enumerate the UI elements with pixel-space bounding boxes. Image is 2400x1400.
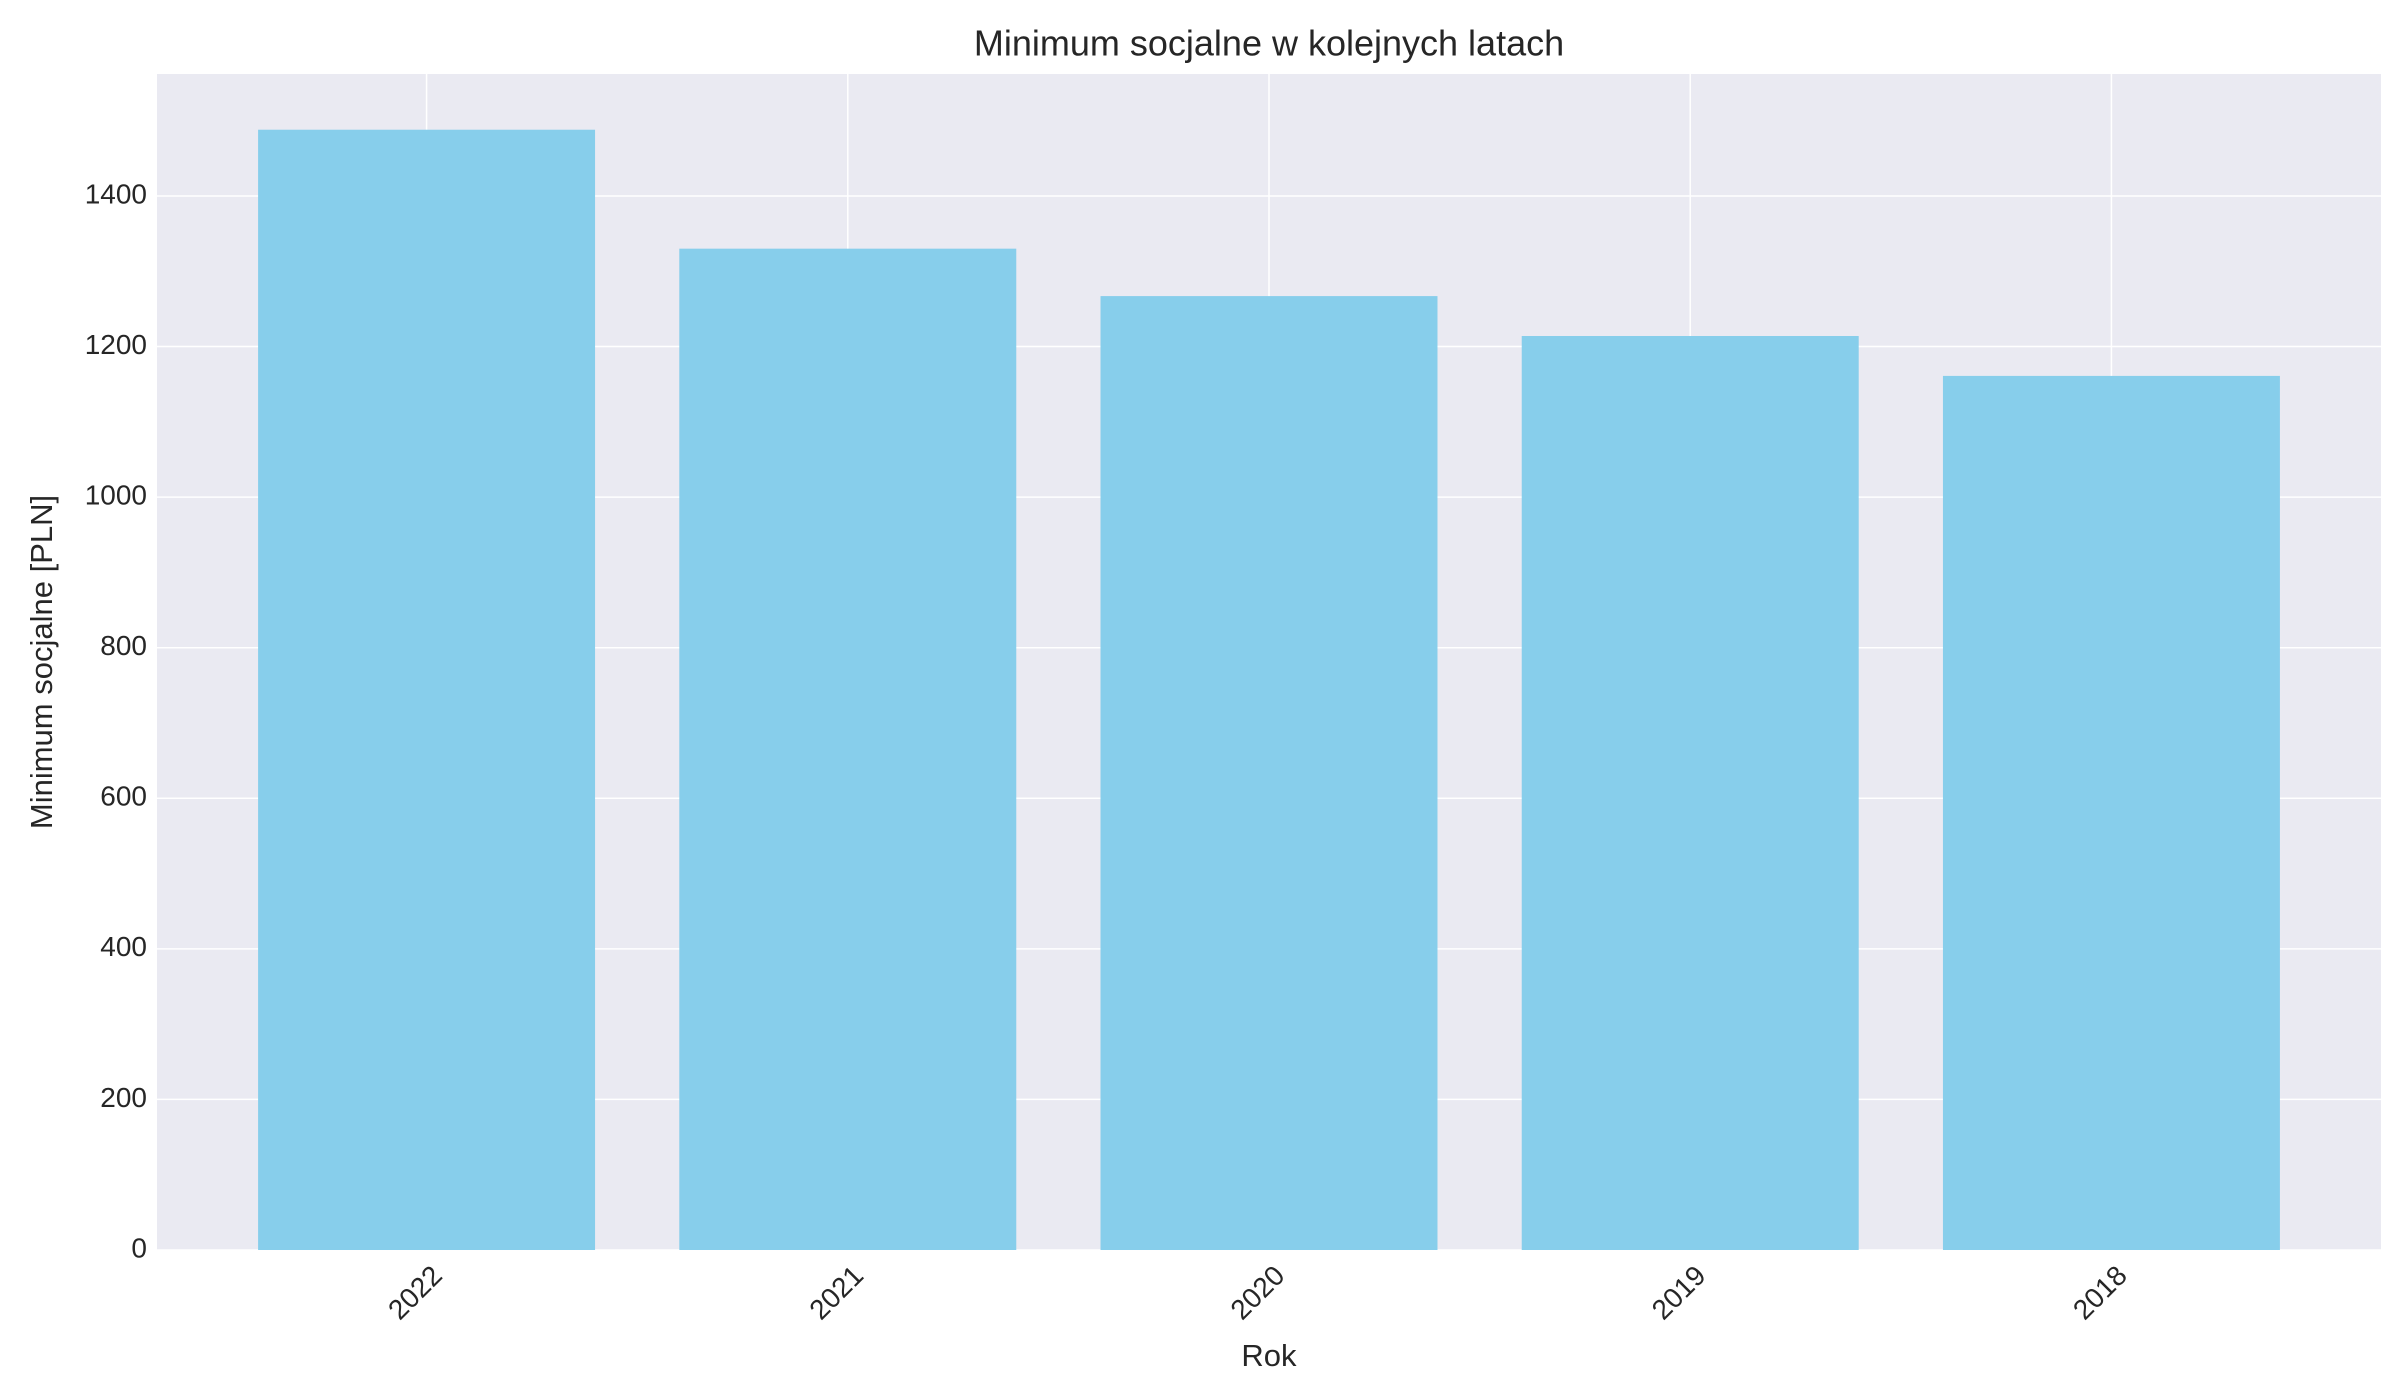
y-tick-label: 1000 — [85, 480, 147, 511]
chart-title: Minimum socjalne w kolejnych latach — [974, 23, 1564, 64]
bar — [1942, 375, 2280, 1250]
y-tick-label: 1200 — [85, 329, 147, 360]
x-tick-label: 2021 — [803, 1260, 869, 1326]
y-tick-label: 400 — [100, 931, 147, 962]
y-tick-label: 600 — [100, 781, 147, 812]
bar — [679, 248, 1017, 1250]
y-tick-label: 0 — [131, 1232, 147, 1263]
y-tick-label: 200 — [100, 1082, 147, 1113]
y-axis-label: Minimum socjalne [PLN] — [24, 495, 59, 829]
bar — [1100, 296, 1438, 1251]
y-tick-label: 1400 — [85, 178, 147, 209]
x-tick-label: 2019 — [1646, 1260, 1712, 1326]
x-tick-label: 2018 — [2067, 1260, 2133, 1326]
y-tick-label: 800 — [100, 630, 147, 661]
bar — [258, 129, 596, 1251]
x-axis-label: Rok — [1241, 1338, 1297, 1373]
bar — [1521, 336, 1859, 1250]
x-tick-label: 2020 — [1224, 1260, 1290, 1326]
x-tick-label: 2022 — [382, 1260, 448, 1326]
